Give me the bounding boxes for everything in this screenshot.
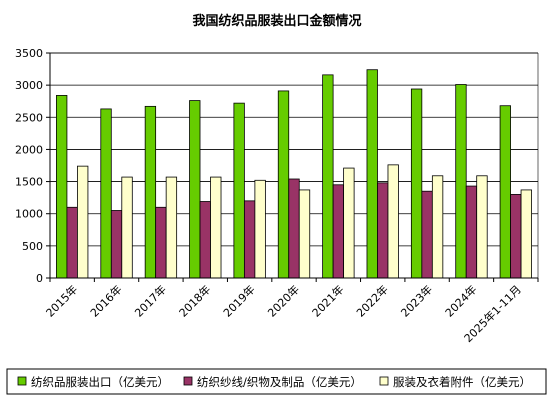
bar	[465, 185, 478, 279]
y-tick-label: 2000	[15, 143, 43, 156]
x-tick-label: 2016年	[87, 282, 124, 319]
bar	[165, 176, 178, 279]
bar	[298, 189, 311, 279]
y-tick-label: 500	[22, 240, 43, 253]
bars	[56, 69, 532, 279]
legend-box	[6, 368, 547, 395]
y-tick-label: 3000	[15, 79, 43, 92]
x-tick-label: 2024年	[442, 282, 479, 319]
bar	[243, 200, 256, 279]
chart-title: 我国纺织品服装出口金额情况	[192, 13, 361, 29]
x-tick-label: 2022年	[353, 282, 390, 319]
axes	[46, 52, 539, 282]
x-tick-label: 2019年	[220, 282, 257, 319]
y-axis-tick-labels: 0 500 1000 1500 2000 2500 3000 3500	[15, 47, 43, 285]
legend-label: 纺织纱线/织物及制品（亿美元）	[197, 375, 362, 389]
legend-swatch	[183, 376, 193, 386]
bar	[410, 88, 423, 279]
bar	[199, 201, 211, 279]
bar	[421, 190, 433, 279]
bar	[66, 206, 78, 279]
bar	[277, 90, 290, 279]
y-tick-label: 1500	[15, 176, 43, 189]
bar	[343, 167, 355, 279]
bar	[189, 100, 201, 279]
y-tick-label: 1000	[15, 208, 43, 221]
bar	[100, 108, 112, 279]
bar	[322, 74, 334, 279]
bar	[233, 102, 245, 279]
x-axis-tick-labels: 2015年 2016年 2017年 2018年 2019年 2020年 2021年 2022年…	[43, 282, 524, 345]
legend-swatch	[379, 376, 389, 386]
bar	[56, 95, 68, 279]
x-tick-label: 2020年	[265, 282, 302, 319]
bar	[332, 184, 345, 279]
bar	[210, 176, 222, 279]
x-tick-label: 2023年	[398, 282, 435, 319]
bar	[431, 175, 444, 279]
bar	[377, 182, 389, 279]
legend-label: 服装及衣着附件（亿美元）	[393, 375, 531, 389]
bar	[77, 165, 89, 279]
y-tick-label: 2500	[15, 111, 43, 124]
bar	[110, 210, 123, 279]
y-tick-label: 3500	[15, 47, 43, 60]
bar	[510, 194, 522, 279]
bar	[520, 189, 532, 279]
bar	[387, 164, 399, 279]
bar	[144, 105, 157, 279]
bar	[254, 179, 266, 279]
bar	[476, 175, 488, 279]
x-tick-label: 2015年	[43, 282, 80, 319]
x-tick-label: 2017年	[132, 282, 169, 319]
bar	[155, 206, 167, 279]
bar	[366, 69, 378, 279]
legend: 纺织品服装出口（亿美元） 纺织纱线/织物及制品（亿美元） 服装及衣着附件（亿美元）	[6, 368, 547, 395]
x-tick-label: 2018年	[176, 282, 213, 319]
bar	[499, 105, 511, 279]
x-tick-label: 2021年	[309, 282, 346, 319]
legend-label: 纺织品服装出口（亿美元）	[31, 375, 169, 389]
legend-swatch	[17, 376, 27, 386]
y-tick-label: 0	[36, 272, 43, 285]
bar	[455, 84, 467, 279]
bar	[288, 178, 300, 279]
bar	[121, 176, 133, 279]
